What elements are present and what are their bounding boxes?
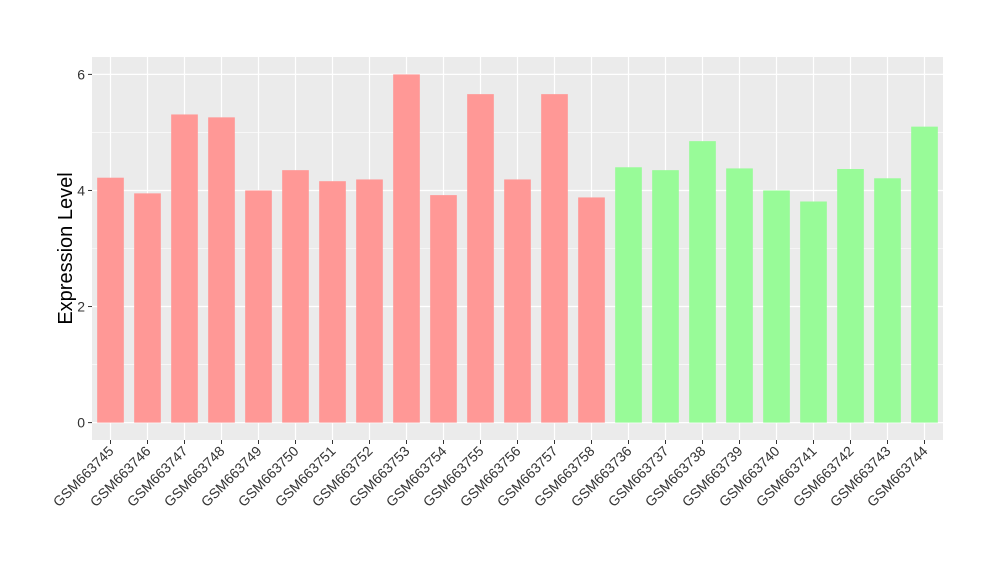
bar-GSM663755 <box>467 94 494 423</box>
y-tick-label: 6 <box>77 66 85 82</box>
bar-GSM663750 <box>282 170 309 423</box>
y-tick-label: 4 <box>77 182 85 198</box>
bar-GSM663756 <box>504 179 531 423</box>
bar-GSM663747 <box>171 114 198 423</box>
y-axis-title: Expression Level <box>55 172 77 324</box>
y-tick-label: 2 <box>77 299 85 315</box>
bar-GSM663748 <box>208 117 235 423</box>
bar-GSM663745 <box>97 177 124 423</box>
bar-GSM663743 <box>874 178 901 423</box>
bars <box>97 74 938 423</box>
bar-GSM663758 <box>578 197 605 423</box>
bar-GSM663751 <box>319 181 346 423</box>
bar-GSM663753 <box>393 74 420 423</box>
bar-GSM663739 <box>726 168 753 423</box>
bar-GSM663746 <box>134 193 161 423</box>
bar-GSM663741 <box>800 201 827 423</box>
bar-GSM663752 <box>356 179 383 423</box>
y-tick-label: 0 <box>77 415 85 431</box>
x-axis: GSM663745GSM663746GSM663747GSM663748GSM6… <box>50 440 931 510</box>
bar-GSM663749 <box>245 190 272 423</box>
bar-GSM663744 <box>911 126 938 423</box>
bar-GSM663737 <box>652 170 679 423</box>
bar-GSM663757 <box>541 94 568 423</box>
bar-GSM663736 <box>615 167 642 423</box>
bar-GSM663742 <box>837 168 864 423</box>
bar-GSM663740 <box>763 190 790 423</box>
bar-GSM663738 <box>689 141 716 423</box>
bar-GSM663754 <box>430 195 457 423</box>
y-axis: 0 2 4 6 <box>77 66 92 431</box>
